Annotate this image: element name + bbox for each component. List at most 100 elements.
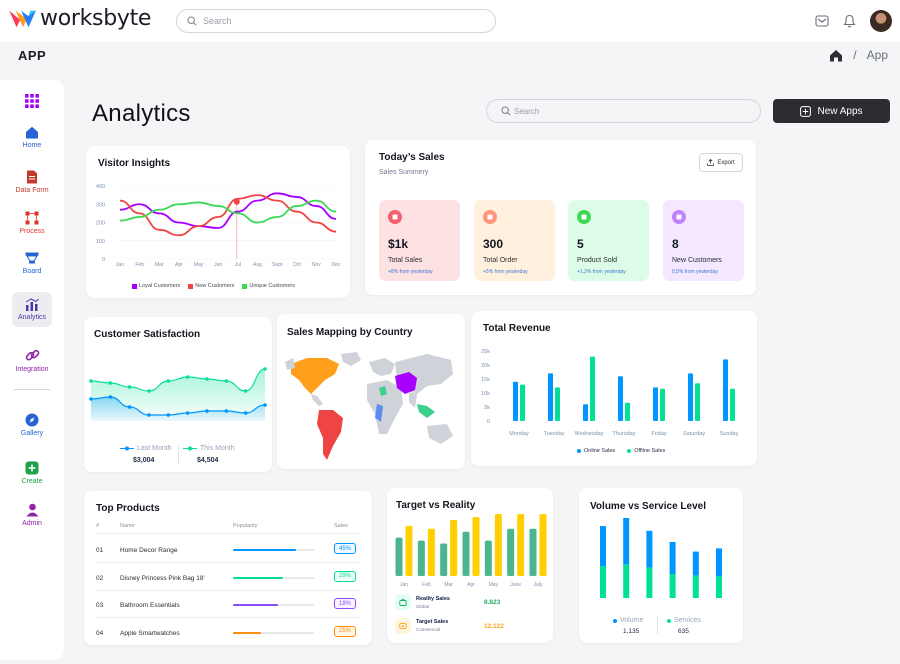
table-header-divider xyxy=(96,533,360,534)
new-apps-button[interactable]: New Apps xyxy=(773,99,890,123)
stat-card: $1k Total Sales +8% from yesterday xyxy=(379,200,460,281)
sidebar-item-home[interactable]: Home xyxy=(0,126,64,149)
popularity-track xyxy=(233,631,314,634)
x-tick-label: Feb xyxy=(422,582,431,588)
product-name: Disney Princess Pink Bag 18' xyxy=(120,574,205,582)
top-products-card: Top Products xyxy=(84,491,372,645)
legend-swatch xyxy=(627,449,632,453)
page-title: Analytics xyxy=(92,100,191,127)
target-vs-reality-chart: Jan Feb Mar Apr May June July xyxy=(395,514,547,588)
sidebar-item-process[interactable]: Process xyxy=(0,211,64,235)
table-row[interactable]: 03 Bathroom Essentials 18% xyxy=(96,591,360,618)
bar xyxy=(600,566,606,598)
search-icon xyxy=(187,16,197,26)
legend-label: Offline Sales xyxy=(634,448,666,454)
brand-logo[interactable]: worksbyte xyxy=(8,6,151,31)
row-divider xyxy=(96,562,360,563)
stat-value: $1k xyxy=(388,237,409,251)
x-tick-label: June xyxy=(510,582,521,588)
map-alaska xyxy=(285,358,295,370)
col-header-popularity: Popularity xyxy=(233,523,258,529)
data-point xyxy=(147,389,151,393)
visitor-insights-chart: 400 300 200 100 0 Jan Feb Mar Apr May Jun Jul Aug Sep… xyxy=(96,184,341,268)
x-tick-label: Saturday xyxy=(683,431,705,437)
main-search-input[interactable]: Search xyxy=(486,99,761,123)
stat-change: +8% from yesterday xyxy=(388,269,433,275)
app-bar: APP / App xyxy=(0,44,900,68)
bar xyxy=(494,514,502,576)
top-products-title: Top Products xyxy=(96,503,160,514)
worksbyte-logo-icon xyxy=(9,10,36,27)
process-icon xyxy=(25,211,39,225)
bar xyxy=(692,551,699,576)
sidebar-item-label: Board xyxy=(22,268,42,275)
new-apps-label: New Apps xyxy=(817,105,863,117)
todays-sales-title: Today’s Sales xyxy=(379,152,445,163)
sidebar-item-integration[interactable]: Integration xyxy=(0,348,64,373)
sidebar-item-apps[interactable] xyxy=(0,94,64,108)
y-tick-label: 15k xyxy=(481,377,490,383)
data-point xyxy=(205,409,209,413)
series-line xyxy=(119,199,337,224)
table-row[interactable]: 02 Disney Princess Pink Bag 18' 29% xyxy=(96,564,360,591)
sidebar-item-admin[interactable]: Admin xyxy=(0,503,64,527)
col-header-number: # xyxy=(96,523,100,529)
sidebar-item-board[interactable]: Board xyxy=(0,252,64,275)
data-point xyxy=(108,381,113,385)
bell-icon[interactable] xyxy=(843,14,856,28)
sidebar-item-label: Analytics xyxy=(17,314,46,321)
total-revenue-chart: 25k 20k 15k 10k 5k 0 Monday Tuesday Wednesday Thu… xyxy=(481,349,738,437)
reality-sales-value: 8.823 xyxy=(484,599,501,606)
col-header-sales: Sales xyxy=(334,523,348,529)
y-tick-label: 25k xyxy=(481,349,490,355)
sidebar-item-create[interactable]: Create xyxy=(0,461,64,485)
legend-label: New Customers xyxy=(195,283,235,289)
stat-label: Total Order xyxy=(483,257,518,264)
target-vs-reality-card: Target vs Reality Jan Feb Mar Apr May June Jul… xyxy=(387,488,553,643)
search-icon xyxy=(501,106,511,116)
export-label: Export xyxy=(717,159,735,166)
target-sales-label: Target Sales xyxy=(416,619,449,625)
home-icon[interactable] xyxy=(829,49,843,62)
analytics-icon xyxy=(25,298,39,311)
bar xyxy=(583,404,588,421)
total-revenue-legend: Online Sales Offline Sales xyxy=(577,448,665,454)
breadcrumb-app[interactable]: App xyxy=(866,48,888,62)
map-greenland xyxy=(341,352,361,366)
sidebar-item-analytics[interactable]: Analytics xyxy=(0,292,64,327)
legend-swatch xyxy=(667,618,671,623)
this-month-value: $4,504 xyxy=(197,457,219,464)
bar xyxy=(623,564,630,598)
sales-badge: 25% xyxy=(334,625,356,637)
legend-line-blue xyxy=(120,446,134,451)
sidebar-active-highlight: Analytics xyxy=(12,292,52,327)
sidebar-item-gallery[interactable]: Gallery xyxy=(0,413,64,437)
target-vs-reality-title: Target vs Reality xyxy=(396,500,476,511)
data-point xyxy=(108,395,113,399)
legend-label: Loyal Customers xyxy=(139,283,181,289)
volume-service-chart xyxy=(600,518,722,598)
map-australia xyxy=(427,424,453,444)
bar xyxy=(450,519,458,576)
sidebar: Home Data Form Process Board Analytics I… xyxy=(0,80,64,660)
x-tick-label: Thursday xyxy=(613,431,636,437)
customer-satisfaction-card: Customer Satisfaction Last Month $3,004 … xyxy=(84,317,272,472)
bar xyxy=(513,381,518,421)
map-north-america xyxy=(291,358,339,394)
product-name: Home Decor Range xyxy=(120,547,178,554)
last-month-legend: Last Month xyxy=(120,445,172,452)
legend-swatch xyxy=(132,283,137,289)
sidebar-item-data-form[interactable]: Data Form xyxy=(0,170,64,194)
legend-divider xyxy=(657,616,658,634)
table-row[interactable]: 04 Apple Smartwatches 25% xyxy=(96,619,360,646)
top-search-input[interactable]: Search xyxy=(176,9,496,33)
user-avatar[interactable] xyxy=(870,10,892,32)
map-china xyxy=(395,372,417,394)
legend-label: Unique Customers xyxy=(249,283,295,289)
y-tick-label: 0 xyxy=(102,257,105,263)
bar xyxy=(716,548,722,577)
export-button[interactable]: Export xyxy=(699,153,743,172)
mail-icon[interactable] xyxy=(815,15,829,27)
legend-item: Offline Sales xyxy=(627,448,665,454)
table-row[interactable]: 01 Home Decor Range 45% xyxy=(96,536,360,563)
